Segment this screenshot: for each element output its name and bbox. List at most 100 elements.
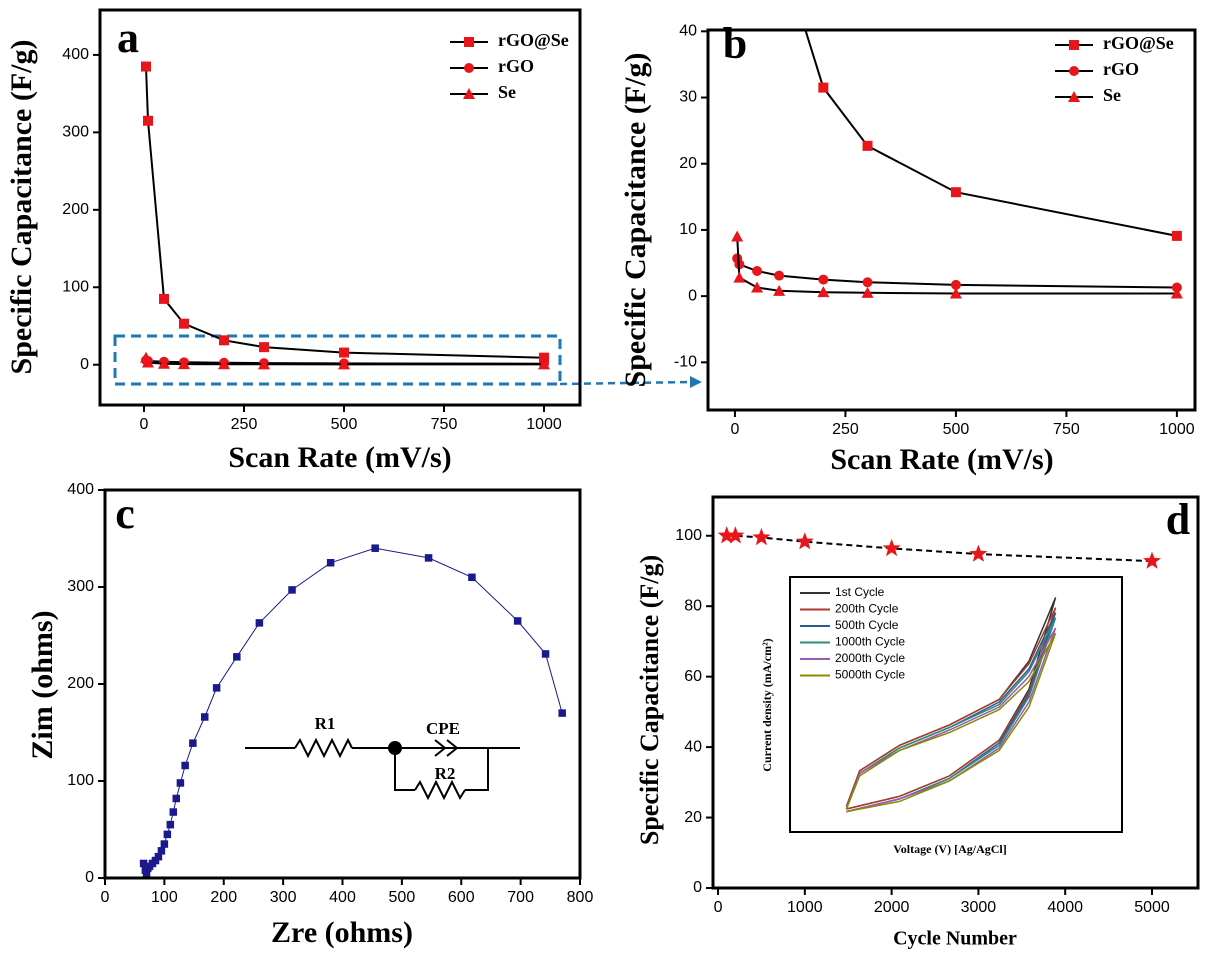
x-tick-label: 0 (140, 416, 149, 433)
x-tick-label: 700 (507, 889, 534, 906)
marker (178, 358, 190, 370)
x-tick-label: 0 (101, 889, 110, 906)
panel-label: a (117, 13, 139, 62)
marker (166, 820, 175, 829)
legend-label: Se (498, 82, 516, 102)
marker (169, 808, 178, 816)
legend-label: rGO@Se (1103, 33, 1174, 53)
inset-x-label: Voltage (V) [Ag/AgCl] (893, 842, 1007, 856)
marker (468, 573, 476, 582)
marker (464, 37, 474, 47)
marker (1170, 287, 1183, 299)
inset-y-label: Current density (mA/cm²) (760, 638, 774, 771)
marker (513, 617, 522, 625)
plot-frame (711, 495, 1200, 890)
x-tick-label: 400 (329, 889, 356, 906)
marker (949, 287, 962, 299)
marker (139, 859, 148, 868)
circuit-node (388, 741, 402, 755)
y-tick-label: 0 (80, 356, 89, 373)
marker (189, 739, 197, 747)
circuit (245, 737, 520, 801)
marker (219, 335, 229, 346)
cv-curve (845, 617, 1057, 813)
marker (541, 650, 550, 658)
marker (157, 847, 166, 855)
x-tick-label: 5000 (1134, 899, 1170, 916)
inset-legend-label: 500th Cycle (835, 618, 899, 632)
marker (818, 82, 829, 93)
y-axis-title: Specific Capacitance (F/g) (635, 555, 664, 845)
y-tick-label: 0 (688, 287, 697, 304)
plot-area (717, 526, 1161, 569)
marker (861, 286, 874, 298)
marker (159, 293, 169, 304)
marker (774, 270, 785, 281)
marker (181, 761, 189, 770)
marker (717, 526, 736, 544)
y-tick-label: 80 (684, 597, 702, 614)
marker (339, 347, 349, 358)
x-tick-label: 3000 (961, 899, 997, 916)
x-tick-label: 250 (832, 421, 859, 438)
marker (818, 274, 829, 285)
y-tick-label: 100 (62, 278, 89, 295)
circuit-label: CPE (426, 719, 460, 738)
legend-label: rGO (1103, 59, 1139, 79)
marker (201, 713, 209, 721)
x-axis-title: Scan Rate (mV/s) (830, 443, 1053, 476)
y-axis-title: Specific Capacitance (F/g) (619, 53, 652, 388)
x-tick-label: 600 (448, 889, 475, 906)
y-tick-label: 20 (684, 809, 702, 826)
marker (1069, 40, 1079, 50)
inset-frame (789, 576, 1123, 833)
x-axis-title: Cycle Number (893, 928, 1017, 950)
x-tick-label: 800 (567, 889, 594, 906)
plot-frame (98, 8, 582, 407)
panel-label: b (723, 19, 747, 68)
marker (752, 265, 763, 276)
x-tick-label: 300 (270, 889, 297, 906)
y-tick-label: 100 (67, 772, 94, 789)
zoom-arrow (559, 380, 693, 386)
marker (258, 358, 270, 370)
x-tick-label: 1000 (1159, 421, 1195, 438)
y-tick-label: 40 (679, 23, 697, 40)
marker (142, 870, 151, 878)
marker (731, 230, 744, 242)
plot-area (139, 544, 566, 878)
x-tick-label: 0 (714, 899, 723, 916)
marker (969, 544, 988, 562)
marker (950, 187, 961, 198)
marker (172, 794, 180, 803)
inset-legend-label: 1st Cycle (835, 585, 885, 599)
inset-legend-label: 1000th Cycle (835, 635, 905, 649)
plot-frame (706, 28, 1197, 412)
marker (160, 840, 169, 848)
marker (218, 358, 230, 370)
y-tick-label: 20 (679, 155, 697, 172)
circuit-label: R1 (315, 714, 336, 733)
x-tick-label: 4000 (1047, 899, 1083, 916)
inset-legend-label: 200th Cycle (835, 602, 899, 616)
plot-area (140, 61, 550, 370)
y-tick-label: 100 (675, 527, 702, 544)
plot-frame (103, 488, 582, 880)
marker (1068, 91, 1080, 102)
panel-label: c (115, 489, 135, 538)
circuit-label: R2 (435, 764, 456, 783)
x-tick-label: 1000 (526, 416, 562, 433)
x-tick-label: 500 (331, 416, 358, 433)
marker (176, 779, 185, 787)
cv-curve (845, 632, 1057, 813)
marker (817, 286, 830, 298)
marker (862, 140, 873, 151)
y-tick-label: 400 (67, 481, 94, 498)
y-tick-label: 0 (85, 869, 94, 886)
series-line (145, 66, 545, 359)
y-tick-label: 300 (62, 124, 89, 141)
marker (733, 271, 746, 283)
marker (1143, 551, 1161, 569)
y-tick-label: 400 (62, 46, 89, 63)
marker (882, 538, 901, 557)
